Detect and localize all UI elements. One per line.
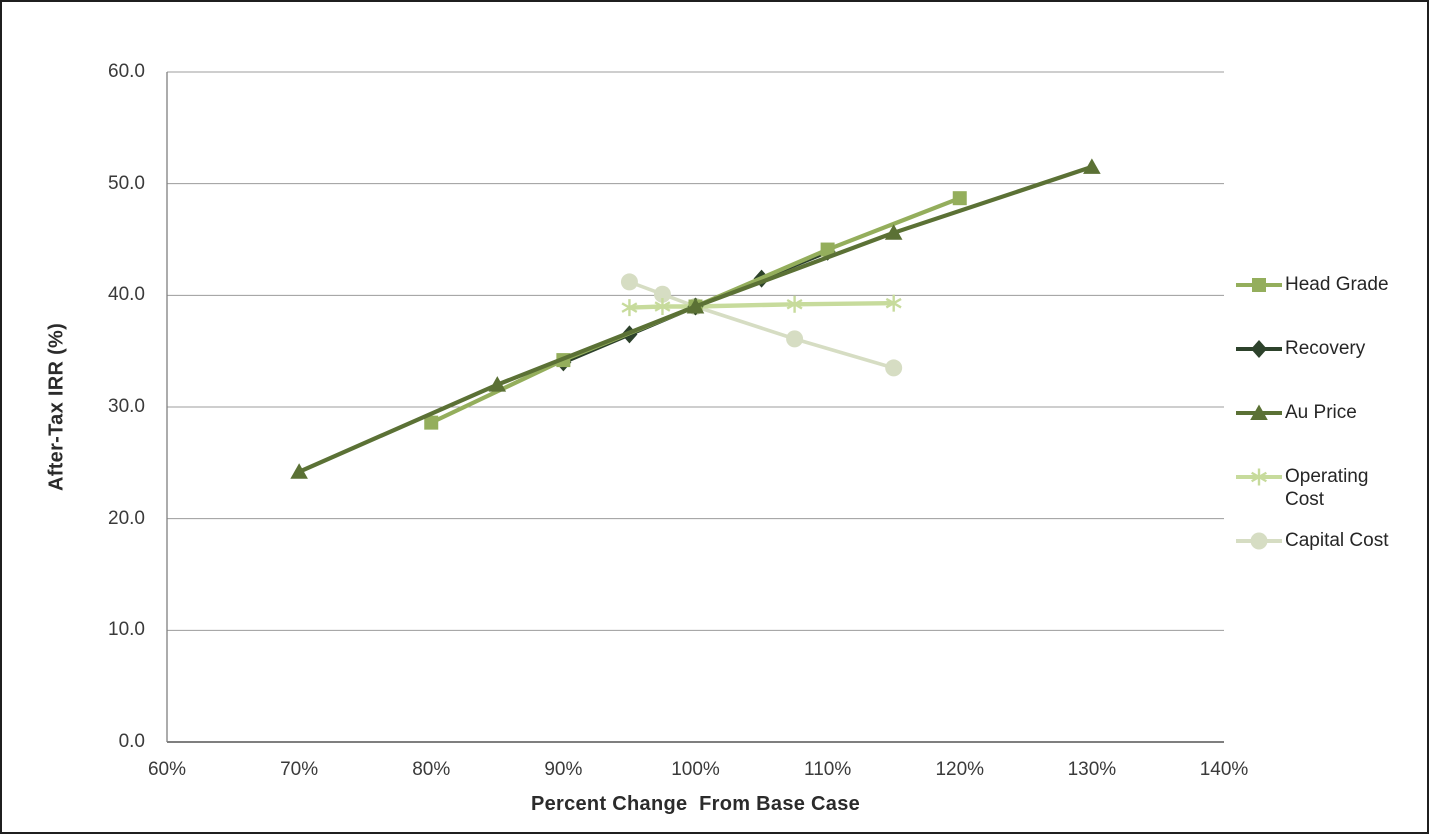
- legend-label: Au Price: [1285, 402, 1357, 423]
- series-line: [298, 164, 1093, 474]
- legend-label: Operating Cost: [1285, 466, 1369, 510]
- y-tick-label: 10.0: [108, 619, 145, 641]
- x-tick-label: 110%: [804, 759, 852, 780]
- triangle-legend-icon: [1235, 402, 1285, 429]
- legend-item-capital-cost: Capital Cost: [1235, 529, 1407, 557]
- x-axis-title: Percent Change From Base Case: [530, 793, 861, 815]
- legend-label: Capital Cost: [1285, 530, 1389, 551]
- y-tick-label: 50.0: [108, 172, 145, 194]
- x-tick-label: 100%: [671, 759, 720, 780]
- square-marker: [952, 191, 967, 206]
- triangle-marker: [1250, 404, 1268, 420]
- legend-label: Head Grade: [1285, 274, 1389, 295]
- circle-legend-icon: [1235, 530, 1285, 557]
- y-tick-label: 30.0: [108, 396, 145, 417]
- x-tick-label: 70%: [280, 759, 319, 780]
- legend-item-au-price: Au Price: [1235, 401, 1407, 429]
- asterisk-marker: [654, 298, 671, 315]
- circle-marker: [653, 285, 671, 303]
- asterisk-marker: [885, 294, 902, 312]
- y-tick-label: 60.0: [108, 61, 145, 82]
- asterisk-legend-icon: [1235, 466, 1285, 493]
- y-axis-title: After-Tax IRR (%): [45, 322, 68, 492]
- asterisk-marker: [1251, 468, 1267, 486]
- x-tick-label: 80%: [412, 759, 451, 780]
- circle-marker: [885, 359, 903, 377]
- triangle-marker: [884, 224, 903, 240]
- axes: [166, 72, 1224, 743]
- circle-marker: [786, 330, 804, 348]
- x-tick-label: 120%: [935, 759, 985, 780]
- legend-item-operating-cost: Operating Cost: [1235, 465, 1407, 511]
- y-tick-label: 40.0: [108, 284, 145, 306]
- x-tick-label: 90%: [544, 759, 583, 780]
- square-marker: [820, 242, 835, 257]
- series-capital-cost: [620, 273, 903, 377]
- square-marker: [424, 415, 439, 430]
- y-tick-label: 20.0: [108, 507, 145, 529]
- triangle-marker: [488, 376, 507, 392]
- asterisk-marker: [786, 295, 803, 313]
- gridlines: [167, 71, 1224, 631]
- x-tick-label: 60%: [147, 759, 187, 780]
- legend-item-recovery: Recovery: [1235, 337, 1407, 365]
- square-legend-icon: [1235, 274, 1285, 301]
- y-tick-label: 0.0: [118, 731, 145, 752]
- diamond-marker: [1251, 340, 1267, 358]
- diamond-legend-icon: [1235, 338, 1285, 365]
- triangle-marker: [686, 298, 705, 314]
- asterisk-marker: [621, 299, 638, 317]
- triangle-marker: [1083, 158, 1101, 174]
- legend-label: Recovery: [1285, 338, 1366, 359]
- square-marker: [1252, 278, 1266, 292]
- circle-marker: [1250, 532, 1268, 550]
- series-au-price: [290, 158, 1101, 479]
- x-tick-label: 130%: [1067, 759, 1117, 780]
- x-tick-label: 140%: [1199, 759, 1249, 780]
- triangle-marker: [290, 463, 308, 479]
- legend-item-head-grade: Head Grade: [1235, 273, 1407, 301]
- circle-marker: [620, 273, 638, 291]
